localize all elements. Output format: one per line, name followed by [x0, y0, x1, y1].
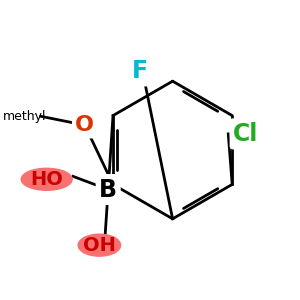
Text: HO: HO: [30, 170, 63, 189]
Ellipse shape: [21, 168, 72, 190]
Text: F: F: [132, 59, 148, 83]
Text: O: O: [75, 115, 94, 135]
Text: methyl: methyl: [3, 110, 46, 123]
Text: B: B: [99, 178, 117, 202]
Ellipse shape: [78, 234, 121, 256]
Text: B: B: [99, 178, 117, 202]
Text: O: O: [75, 115, 94, 135]
Text: Cl: Cl: [233, 122, 259, 146]
Text: methyl: methyl: [32, 114, 37, 115]
Text: OH: OH: [83, 236, 116, 255]
Text: Cl: Cl: [233, 122, 259, 146]
Text: F: F: [132, 59, 148, 83]
